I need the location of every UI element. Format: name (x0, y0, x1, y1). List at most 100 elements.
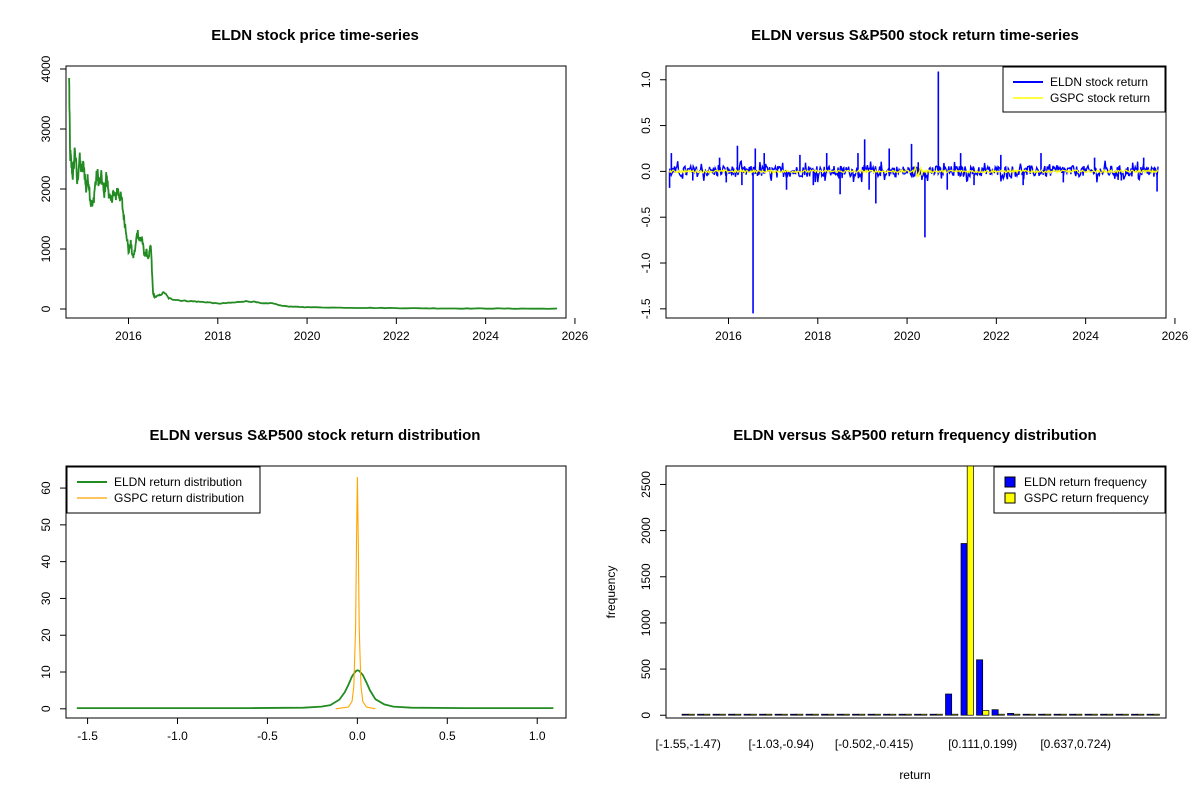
distribution-plot-frame (65, 465, 567, 719)
price-xtick-label: 2020 (294, 329, 321, 343)
return-ts-xtick-label: 2026 (1162, 329, 1189, 343)
eldn-frequency-bar (712, 713, 720, 716)
legend-eldn-label: ELDN stock return (1050, 75, 1148, 89)
eldn-frequency-bar (1084, 713, 1092, 716)
legend-eldn-freq-label: ELDN return frequency (1024, 475, 1147, 489)
gspc-frequency-bar (687, 713, 695, 716)
gspc-frequency-bar (889, 713, 897, 716)
chart-title-return-distribution: ELDN versus S&P500 stock return distribu… (150, 427, 481, 444)
distribution-legend: ELDN return distribution GSPC return dist… (66, 466, 261, 514)
frequency-ytick-label: 0 (639, 712, 653, 719)
return-ts-ytick-label: -0.5 (639, 207, 653, 228)
eldn-frequency-bar (681, 713, 689, 716)
gspc-frequency-bar (1090, 713, 1098, 716)
frequency-ytick-label: 500 (639, 659, 653, 679)
gspc-frequency-bar (703, 713, 711, 716)
frequency-xtick-label: [-0.502,-0.415) (835, 737, 914, 751)
frequency-ytick-label: 1500 (639, 563, 653, 590)
eldn-return-line (668, 159, 1159, 183)
eldn-frequency-bar (697, 713, 705, 716)
eldn-frequency-bar (836, 713, 844, 716)
distribution-xtick-label: -1.0 (167, 729, 188, 743)
legend-gspc-freq-label: GSPC return frequency (1024, 491, 1149, 505)
gspc-frequency-bar (1075, 713, 1083, 716)
gspc-frequency-bar (982, 710, 990, 716)
gspc-frequency-bar (796, 713, 804, 716)
eldn-frequency-bar (976, 659, 984, 716)
gspc-frequency-bar (951, 713, 959, 716)
gspc-frequency-bar (966, 465, 974, 716)
gspc-frequency-bar (1121, 713, 1129, 716)
eldn-frequency-bar (1007, 713, 1015, 716)
eldn-frequency-bar (1069, 713, 1077, 716)
distribution-ytick-label: 50 (39, 518, 53, 532)
eldn-frequency-bar (774, 713, 782, 716)
return-ts-ytick-label: 0.5 (639, 117, 653, 134)
legend-gspc-label: GSPC stock return (1050, 91, 1150, 105)
price-xtick-label: 2024 (472, 329, 499, 343)
gspc-frequency-bar (1152, 713, 1160, 716)
frequency-ytick-label: 1000 (639, 609, 653, 636)
gspc-frequency-bar (1013, 713, 1021, 716)
gspc-frequency-bar (734, 713, 742, 716)
frequency-legend-box (993, 466, 1166, 514)
frequency-y-axis-label: frequency (604, 566, 618, 619)
return-ts-ytick-label: -1.5 (639, 298, 653, 319)
distribution-ytick-label: 60 (39, 481, 53, 495)
distribution-xtick-label: 0.5 (439, 729, 456, 743)
price-ytick-label: 2000 (39, 175, 53, 202)
gspc-frequency-bar (873, 713, 881, 716)
return-ts-xtick-label: 2018 (804, 329, 831, 343)
price-ytick-label: 1000 (39, 235, 53, 262)
price-ytick-label: 3000 (39, 115, 53, 142)
price-ytick-label: 4000 (39, 55, 53, 82)
price-plot-frame (65, 65, 567, 319)
gspc-frequency-bar (1028, 713, 1036, 716)
price-series-line (68, 77, 558, 310)
gspc-frequency-bar (718, 713, 726, 716)
eldn-frequency-bar (805, 713, 813, 716)
gspc-frequency-bar (842, 713, 850, 716)
gspc-frequency-bar (997, 713, 1005, 716)
return-ts-ytick-label: -1.0 (639, 252, 653, 273)
price-xtick-label: 2018 (204, 329, 231, 343)
gspc-frequency-bar (749, 713, 757, 716)
gspc-frequency-bar (1106, 713, 1114, 716)
frequency-ytick-label: 2500 (639, 471, 653, 498)
return-ts-ytick-label: 1.0 (639, 71, 653, 88)
distribution-xtick-label: -1.5 (77, 729, 98, 743)
frequency-plot-frame (665, 465, 1167, 719)
legend-eldn-freq-swatch (1004, 476, 1016, 488)
legend-gspc-freq-swatch (1004, 492, 1016, 504)
return-ts-plot-frame (665, 65, 1167, 319)
legend-gspc-dist-label: GSPC return distribution (114, 491, 244, 505)
return-ts-xtick-label: 2020 (894, 329, 921, 343)
price-xtick-label: 2026 (562, 329, 589, 343)
frequency-xtick-label: [-1.03,-0.94) (749, 737, 814, 751)
price-xtick-label: 2022 (383, 329, 410, 343)
eldn-frequency-bar (1115, 713, 1123, 716)
distribution-ytick-label: 30 (39, 591, 53, 605)
eldn-frequency-bar (1022, 713, 1030, 716)
distribution-ytick-label: 40 (39, 555, 53, 569)
price-timeseries-panel: ELDN stock price time-series 2016 2018 202… (39, 27, 589, 343)
gspc-frequency-bar (1059, 713, 1067, 716)
frequency-legend: ELDN return frequency GSPC return frequen… (993, 466, 1166, 514)
frequency-x-axis-label: return (899, 768, 930, 782)
gspc-return-line (669, 164, 1159, 179)
eldn-frequency-bar (991, 709, 999, 716)
gspc-frequency-bar (1137, 713, 1145, 716)
return-ts-legend: ELDN stock return GSPC stock return (1002, 66, 1166, 113)
return-ts-xtick-label: 2022 (983, 329, 1010, 343)
frequency-xtick-label: [0.111,0.199) (948, 737, 1017, 751)
gspc-frequency-bar (858, 713, 866, 716)
eldn-frequency-bar (960, 543, 968, 716)
price-ytick-label: 0 (39, 305, 53, 312)
gspc-frequency-bar (827, 713, 835, 716)
return-ts-legend-box (1002, 66, 1166, 113)
distribution-ytick-label: 20 (39, 628, 53, 642)
frequency-xtick-label: [0.637,0.724) (1040, 737, 1111, 751)
distribution-ytick-label: 10 (39, 665, 53, 679)
gspc-frequency-bar (920, 713, 928, 716)
